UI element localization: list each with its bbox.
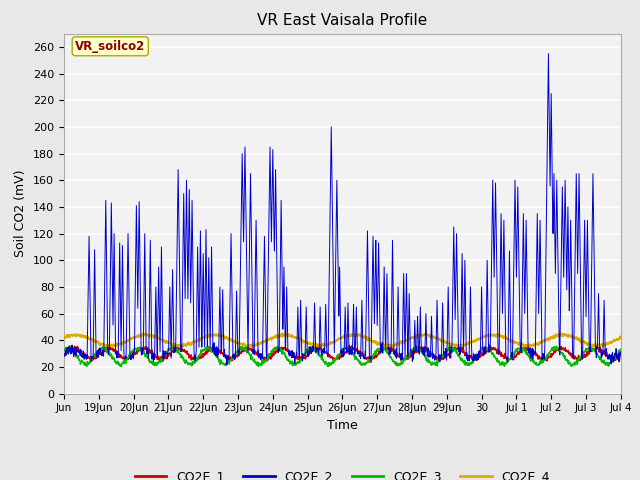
X-axis label: Time: Time <box>327 419 358 432</box>
Title: VR East Vaisala Profile: VR East Vaisala Profile <box>257 13 428 28</box>
Legend: CO2E_1, CO2E_2, CO2E_3, CO2E_4: CO2E_1, CO2E_2, CO2E_3, CO2E_4 <box>130 465 555 480</box>
Text: VR_soilco2: VR_soilco2 <box>75 40 145 53</box>
Y-axis label: Soil CO2 (mV): Soil CO2 (mV) <box>15 170 28 257</box>
